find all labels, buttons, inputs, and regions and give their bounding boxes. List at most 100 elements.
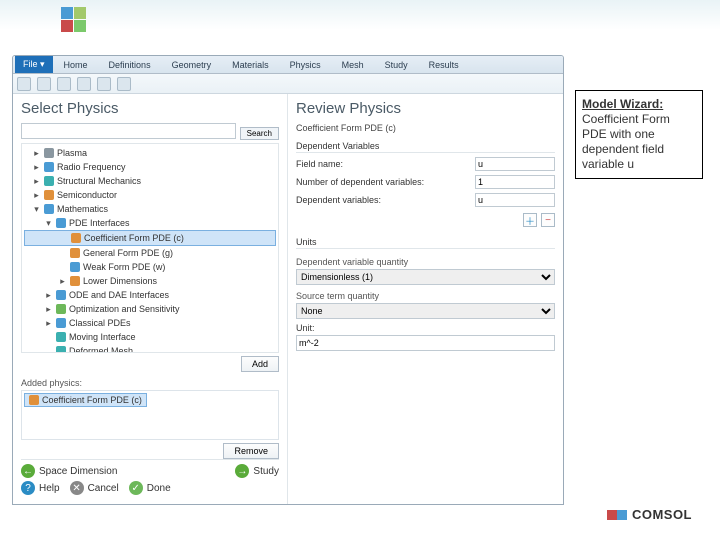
slide-header-bg [0, 0, 720, 30]
tree-item[interactable]: General Form PDE (g) [24, 246, 276, 260]
tree-item[interactable]: ▸ Radio Frequency [24, 160, 276, 174]
tree-expander-icon[interactable]: ▸ [32, 146, 41, 160]
ribbon-tab-definitions[interactable]: Definitions [99, 58, 161, 72]
tree-node-icon [44, 162, 54, 172]
footer-brand-logo: COMSOL [607, 507, 692, 522]
tree-item[interactable]: ▸ Lower Dimensions [24, 274, 276, 288]
tree-expander-icon[interactable]: ▸ [44, 288, 53, 302]
tree-item[interactable]: Deformed Mesh [24, 344, 276, 353]
tree-node-label: Lower Dimensions [83, 274, 157, 288]
nav-back-space-dimension[interactable]: ← Space Dimension [21, 464, 117, 478]
tree-expander-icon[interactable]: ▸ [44, 316, 53, 330]
tree-node-label: Radio Frequency [57, 160, 126, 174]
added-physics-list[interactable]: Coefficient Form PDE (c) [21, 390, 279, 440]
tree-node-label: Weak Form PDE (w) [83, 260, 165, 274]
file-menu-tab[interactable]: File ▾ [15, 56, 53, 73]
done-button[interactable]: ✓ Done [129, 481, 171, 495]
tree-node-icon [44, 204, 54, 214]
tree-node-label: General Form PDE (g) [83, 246, 173, 260]
toolbar-icon[interactable] [37, 77, 51, 91]
tree-expander-icon[interactable]: ▾ [44, 216, 53, 230]
tree-item[interactable]: ▸ ODE and DAE Interfaces [24, 288, 276, 302]
physics-icon [29, 395, 39, 405]
cancel-button[interactable]: ✕ Cancel [70, 481, 119, 495]
tree-node-label: ODE and DAE Interfaces [69, 288, 169, 302]
tree-node-icon [44, 176, 54, 186]
ribbon-tab-geometry[interactable]: Geometry [162, 58, 222, 72]
ribbon-tab-physics[interactable]: Physics [280, 58, 331, 72]
tree-item[interactable]: ▾ PDE Interfaces [24, 216, 276, 230]
help-button[interactable]: ? Help [21, 481, 60, 495]
tree-item[interactable]: ▸ Semiconductor [24, 188, 276, 202]
tree-item[interactable]: Weak Form PDE (w) [24, 260, 276, 274]
toolbar-icon[interactable] [57, 77, 71, 91]
toolbar-icon[interactable] [97, 77, 111, 91]
tree-item[interactable]: ▾ Mathematics [24, 202, 276, 216]
dep-quantity-label: Dependent variable quantity [296, 257, 555, 267]
toolbar-icon[interactable] [17, 77, 31, 91]
toolbar-icon[interactable] [77, 77, 91, 91]
physics-search-button[interactable]: Search [240, 127, 279, 140]
physics-search-input[interactable] [21, 123, 236, 139]
added-physics-label: Added physics: [21, 378, 279, 388]
physics-tree[interactable]: ▸ Plasma ▸ Radio Frequency▸Structural Mecha… [21, 143, 279, 353]
brand-text: COMSOL [632, 507, 692, 522]
remove-physics-button[interactable]: Remove [223, 443, 279, 459]
tree-node-icon [70, 276, 80, 286]
tree-node-icon [56, 346, 66, 353]
tree-node-label: PDE Interfaces [69, 216, 130, 230]
tree-item[interactable]: ▸ Plasma [24, 146, 276, 160]
add-physics-button[interactable]: Add [241, 356, 279, 372]
tree-item[interactable]: ▸Classical PDEs [24, 316, 276, 330]
tree-expander-icon[interactable]: ▸ [58, 274, 67, 288]
tree-expander-icon[interactable]: ▸ [32, 160, 41, 174]
tree-node-label: Semiconductor [57, 188, 117, 202]
annotation-title: Model Wizard: [582, 97, 663, 111]
tree-node-label: Mathematics [57, 202, 108, 216]
ribbon-tab-results[interactable]: Results [419, 58, 469, 72]
dep-vars-input[interactable] [475, 193, 555, 207]
add-var-button[interactable]: ＋ [523, 213, 537, 227]
tree-expander-icon[interactable]: ▸ [32, 174, 41, 188]
added-physics-item[interactable]: Coefficient Form PDE (c) [24, 393, 147, 407]
slide-annotation-box: Model Wizard: Coefficient Form PDE with … [575, 90, 703, 179]
tree-item[interactable]: ▸Structural Mechanics [24, 174, 276, 188]
tree-node-label: Plasma [57, 146, 87, 160]
tree-item[interactable]: Moving Interface [24, 330, 276, 344]
tree-node-icon [56, 304, 66, 314]
ribbon-tab-mesh[interactable]: Mesh [332, 58, 374, 72]
interface-name-label: Coefficient Form PDE (c) [296, 123, 555, 133]
arrow-right-icon: → [235, 464, 249, 478]
select-physics-title: Select Physics [21, 100, 279, 117]
dep-vars-label: Dependent variables: [296, 195, 381, 205]
brand-squares-icon [607, 510, 627, 520]
dep-quantity-select[interactable]: Dimensionless (1) [296, 269, 555, 285]
tree-expander-icon[interactable]: ▸ [44, 302, 53, 316]
num-dep-vars-input[interactable] [475, 175, 555, 189]
tree-node-icon [56, 332, 66, 342]
tree-item[interactable]: Coefficient Form PDE (c) [24, 230, 276, 246]
help-icon: ? [21, 481, 35, 495]
ribbon-tab-materials[interactable]: Materials [222, 58, 279, 72]
tree-node-icon [44, 190, 54, 200]
ribbon-tab-study[interactable]: Study [375, 58, 418, 72]
remove-var-button[interactable]: − [541, 213, 555, 227]
nav-forward-study[interactable]: → Study [235, 464, 279, 478]
tree-node-label: Optimization and Sensitivity [69, 302, 180, 316]
close-icon: ✕ [70, 481, 84, 495]
tree-node-icon [71, 233, 81, 243]
review-physics-pane: Review Physics Coefficient Form PDE (c) … [288, 94, 563, 504]
tree-node-icon [44, 148, 54, 158]
tree-expander-icon[interactable]: ▾ [32, 202, 41, 216]
tree-node-icon [56, 218, 66, 228]
units-section: Units [296, 237, 555, 249]
toolbar-icon[interactable] [117, 77, 131, 91]
tree-expander-icon[interactable]: ▸ [32, 188, 41, 202]
field-name-input[interactable] [475, 157, 555, 171]
src-quantity-select[interactable]: None [296, 303, 555, 319]
unit-input[interactable] [296, 335, 555, 351]
tree-item[interactable]: ▸ Optimization and Sensitivity [24, 302, 276, 316]
tree-node-icon [70, 262, 80, 272]
ribbon-tab-home[interactable]: Home [54, 58, 98, 72]
tree-node-icon [56, 318, 66, 328]
